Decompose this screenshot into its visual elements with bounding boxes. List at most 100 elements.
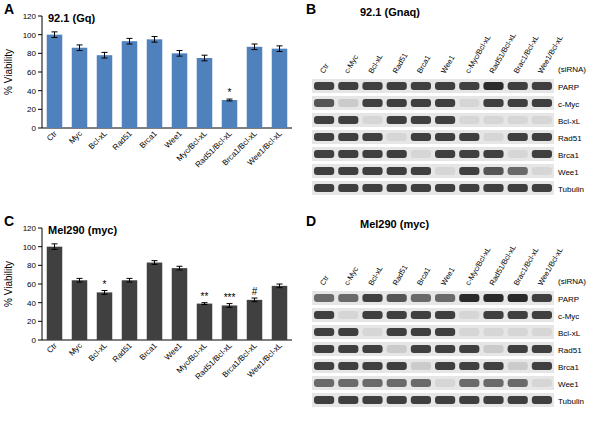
band xyxy=(411,311,431,319)
band xyxy=(459,184,479,192)
membrane-strip xyxy=(312,325,554,339)
error-cap xyxy=(102,290,108,291)
category-label: Wee1/Bcl-xL xyxy=(246,341,285,380)
lane-label: Brca1 xyxy=(415,266,433,287)
error-cap xyxy=(202,304,208,305)
band xyxy=(459,396,479,404)
error-bar xyxy=(227,304,233,308)
annotation: ** xyxy=(201,291,209,302)
membrane-strip xyxy=(312,376,554,390)
lane-label: c-Myc xyxy=(342,53,360,75)
bar xyxy=(147,39,163,128)
tick-label: 40 xyxy=(27,299,36,308)
band xyxy=(435,328,455,336)
title: Mel290 (myc) xyxy=(48,224,117,236)
band xyxy=(338,133,358,141)
error-cap xyxy=(152,264,158,265)
band xyxy=(532,99,552,107)
band xyxy=(338,294,358,302)
band xyxy=(532,167,552,175)
band xyxy=(338,82,358,90)
band xyxy=(411,396,431,404)
tick xyxy=(38,246,42,247)
band xyxy=(314,379,334,387)
band xyxy=(508,184,528,192)
band xyxy=(435,116,455,124)
band xyxy=(362,167,382,175)
band xyxy=(314,150,334,158)
error-cap xyxy=(227,303,233,304)
band xyxy=(508,379,528,387)
row-label: Rad51 xyxy=(558,346,582,355)
band xyxy=(387,396,407,404)
error-cap xyxy=(77,282,83,283)
band xyxy=(508,116,528,124)
tick-label: 0 xyxy=(32,124,37,133)
tick-label: 80 xyxy=(27,261,36,270)
treatment-label: (siRNA) xyxy=(558,277,586,286)
band xyxy=(362,184,382,192)
tick xyxy=(38,16,42,17)
chart: A020406080100120% Viability92.1 (Gq)*Ctr… xyxy=(3,1,292,169)
band xyxy=(508,328,528,336)
band xyxy=(459,116,479,124)
tick-label: 0 xyxy=(32,336,37,345)
error-bar xyxy=(77,278,83,282)
band xyxy=(362,362,382,370)
lane-label: Brca1 xyxy=(415,54,433,75)
band xyxy=(314,116,334,124)
bar xyxy=(247,300,263,340)
error-cap xyxy=(277,51,283,52)
error-bar xyxy=(202,303,208,305)
category-label: Wee1 xyxy=(163,341,184,362)
band xyxy=(508,167,528,175)
band xyxy=(411,362,431,370)
tick xyxy=(38,340,42,341)
band xyxy=(411,379,431,387)
tick-label: 100 xyxy=(23,31,37,40)
error-cap xyxy=(52,249,58,250)
band xyxy=(483,294,503,302)
band xyxy=(314,99,334,107)
band xyxy=(435,150,455,158)
bar xyxy=(222,100,238,128)
error-line xyxy=(104,291,105,295)
error-bar xyxy=(102,52,108,58)
bar xyxy=(47,247,63,340)
error-cap xyxy=(227,307,233,308)
bar xyxy=(272,286,288,340)
tick-label: 120 xyxy=(23,12,37,21)
band xyxy=(314,311,334,319)
band xyxy=(532,150,552,158)
lane-label: Bcl-xL xyxy=(366,264,384,287)
error-cap xyxy=(177,50,183,51)
band xyxy=(435,396,455,404)
error-cap xyxy=(177,56,183,57)
band xyxy=(411,345,431,353)
band xyxy=(508,133,528,141)
y-label: % Viability xyxy=(3,49,14,95)
band xyxy=(435,133,455,141)
row-label: Tubulin xyxy=(558,397,584,406)
band xyxy=(435,362,455,370)
band xyxy=(435,167,455,175)
membrane-strip xyxy=(312,181,554,195)
band xyxy=(411,116,431,124)
band xyxy=(532,294,552,302)
membrane-strip xyxy=(312,359,554,373)
error-cap xyxy=(202,55,208,56)
error-line xyxy=(204,55,205,61)
band xyxy=(387,99,407,107)
error-cap xyxy=(252,49,258,50)
annotation: *** xyxy=(224,292,236,303)
bar xyxy=(97,292,113,340)
band xyxy=(387,328,407,336)
bar xyxy=(147,263,163,340)
lane-label: c-Myc xyxy=(342,265,360,287)
figure: A020406080100120% Viability92.1 (Gq)*Ctr… xyxy=(0,0,600,423)
band xyxy=(508,99,528,107)
band xyxy=(459,99,479,107)
tick xyxy=(38,284,42,285)
band xyxy=(338,116,358,124)
bar xyxy=(47,35,63,128)
